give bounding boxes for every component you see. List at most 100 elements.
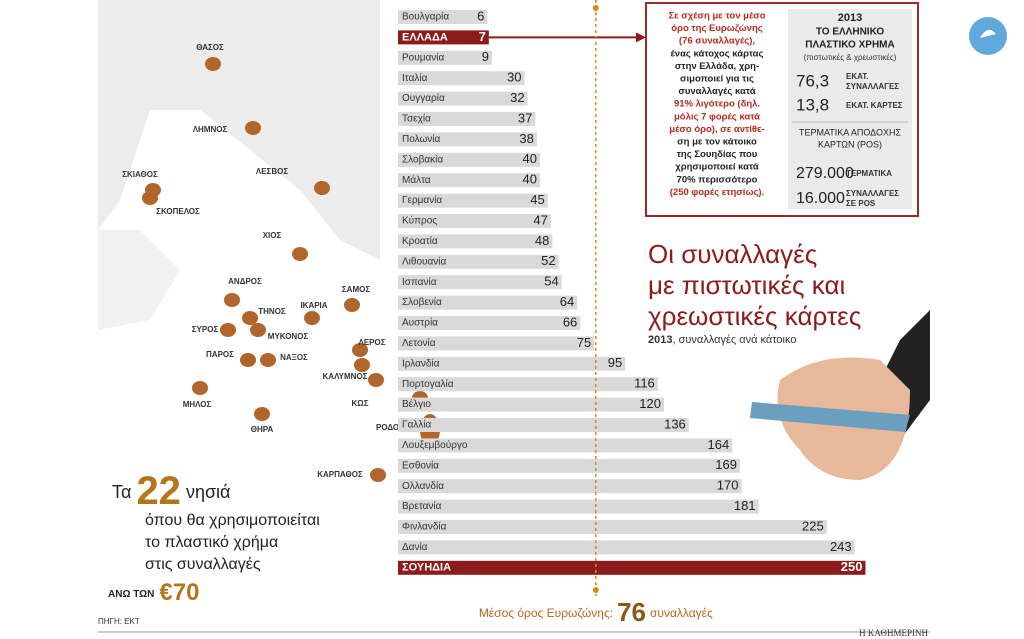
- stat-value: 279.000: [796, 165, 854, 182]
- info-text: Σε σχέση με τον μέσο: [668, 11, 765, 22]
- average-value: 76: [617, 597, 646, 627]
- island-label: ΛΕΡΟΣ: [358, 338, 385, 347]
- bar: [398, 540, 855, 555]
- island: [220, 323, 236, 337]
- value-label: 37: [518, 110, 532, 125]
- value-label: 40: [523, 151, 537, 166]
- stat-label: ΕΚΑΤ.: [846, 72, 868, 81]
- bar-label: Πολωνία: [402, 133, 440, 145]
- stat-value: 76,3: [796, 71, 829, 90]
- island-label: ΤΗΝΟΣ: [258, 307, 286, 316]
- value-label: 9: [482, 49, 489, 64]
- island: [245, 121, 261, 135]
- island-label: ΧΙΟΣ: [263, 231, 282, 240]
- islands-text: στις συναλλαγές: [145, 556, 261, 573]
- island-label: ΚΩΣ: [352, 399, 369, 408]
- island-label: ΙΚΑΡΙΑ: [300, 301, 327, 310]
- island: [368, 373, 384, 387]
- info-panel: [788, 9, 912, 209]
- panel-title: ΚΑΡΤΩΝ (POS): [818, 139, 882, 149]
- panel-title: ΤΟ ΕΛΛΗΝΙΚΟ: [816, 27, 884, 38]
- bar-label: Αυστρία: [402, 317, 438, 329]
- island-label: ΣΥΡΟΣ: [192, 325, 219, 334]
- info-text: συναλλαγές κατά: [678, 86, 755, 97]
- average-dot: [592, 587, 599, 593]
- bar: [398, 275, 562, 290]
- map-land: [98, 0, 380, 260]
- stat-label: ΤΕΡΜΑΤΙΚΑ: [846, 169, 892, 178]
- info-text: μόλις 7 φορές κατά: [674, 111, 760, 122]
- bar: [398, 316, 581, 330]
- info-text: (76 συναλλαγές),: [679, 36, 755, 47]
- bar: [398, 520, 827, 534]
- island: [304, 311, 320, 325]
- value-label: 225: [802, 518, 824, 533]
- value-label: 40: [523, 172, 537, 187]
- value-label: 54: [544, 274, 558, 289]
- stat-label: ΕΚΑΤ. ΚΑΡΤΕΣ: [846, 101, 903, 110]
- island-label: ΚΑΡΠΑΘΟΣ: [317, 470, 363, 479]
- info-text: χρησιμοποιεί κατά: [675, 162, 759, 173]
- island-label: ΡΟΔΟΣ: [376, 423, 404, 432]
- bar-label: Βουλγαρία: [402, 11, 449, 23]
- bar-label: Ολλανδία: [402, 480, 444, 492]
- bar-label: ΣΟΥΗΔΙΑ: [402, 562, 451, 574]
- average-text: συναλλαγές: [650, 606, 713, 620]
- island: [142, 191, 158, 205]
- island: [240, 353, 256, 367]
- island-label: ΑΝΔΡΟΣ: [228, 277, 262, 286]
- info-text: 70% περισσότερο: [677, 174, 758, 185]
- stat-label: ΣΥΝΑΛΛΑΓΕΣ: [846, 82, 899, 91]
- bar-label: Πορτογαλία: [402, 378, 454, 390]
- value-label: 95: [608, 355, 622, 370]
- islands-heading: Τα 22 νησιά: [112, 469, 230, 513]
- island: [260, 353, 276, 367]
- bar-label: Λετονία: [402, 337, 436, 349]
- value-label: 6: [477, 8, 484, 23]
- island-label: ΛΕΣΒΟΣ: [256, 167, 288, 176]
- island: [192, 381, 208, 395]
- panel-title: ΠΛΑΣΤΙΚΟ ΧΡΗΜΑ: [805, 40, 894, 51]
- info-text: ένας κάτοχος κάρτας: [671, 48, 764, 59]
- bar: [398, 132, 537, 147]
- island-label: ΠΑΡΟΣ: [206, 350, 234, 359]
- islands-text: το πλαστικό χρήμα: [145, 534, 278, 551]
- bar-label: Μάλτα: [402, 174, 431, 186]
- island: [354, 358, 370, 372]
- value-label: 38: [519, 131, 533, 146]
- island: [224, 293, 240, 307]
- headline: χρεωστικές κάρτες: [648, 301, 861, 331]
- island-label: ΘΗΡΑ: [251, 425, 274, 434]
- info-text: 91% λιγότερο (δηλ.: [674, 99, 760, 110]
- bar: [398, 173, 540, 188]
- stat-label: ΣΥΝΑΛΛΑΓΕΣ: [846, 189, 899, 198]
- value-label: 243: [830, 539, 852, 554]
- value-label: 116: [634, 376, 655, 391]
- bar: [398, 254, 559, 269]
- bar: [398, 479, 742, 494]
- bar-label: Γερμανία: [402, 194, 442, 206]
- average-text: Μέσος όρος Ευρωζώνης:: [479, 606, 613, 620]
- subtitle-text: , συναλλαγές ανά κάτοικο: [672, 334, 796, 346]
- value-label: 250: [841, 559, 863, 574]
- islands-amount-value: €70: [159, 579, 199, 606]
- island-label: ΚΑΛΥΜΝΟΣ: [323, 372, 368, 381]
- value-label: 32: [510, 90, 524, 105]
- bar-label: Κροατία: [402, 235, 438, 247]
- stat-value: 16.000: [796, 190, 845, 207]
- publisher: Η ΚΑΘΗΜΕΡΙΝΗ: [859, 628, 928, 638]
- bar: [398, 71, 525, 86]
- bar: [398, 458, 740, 473]
- bar-label: ΕΛΛΑΔΑ: [402, 31, 448, 43]
- island-label: ΛΗΜΝΟΣ: [193, 125, 228, 134]
- value-label: 181: [734, 498, 756, 513]
- bar-label: Τσεχία: [402, 113, 431, 125]
- bar: [398, 397, 664, 412]
- stat-label: ΣΕ POS: [846, 199, 876, 208]
- bar: [398, 336, 595, 351]
- panel-year: 2013: [838, 12, 862, 24]
- bar: [398, 193, 548, 208]
- bar-label: Βέλγιο: [402, 398, 431, 410]
- islands-amount: ΑΝΩ ΤΩΝ €70: [108, 579, 199, 606]
